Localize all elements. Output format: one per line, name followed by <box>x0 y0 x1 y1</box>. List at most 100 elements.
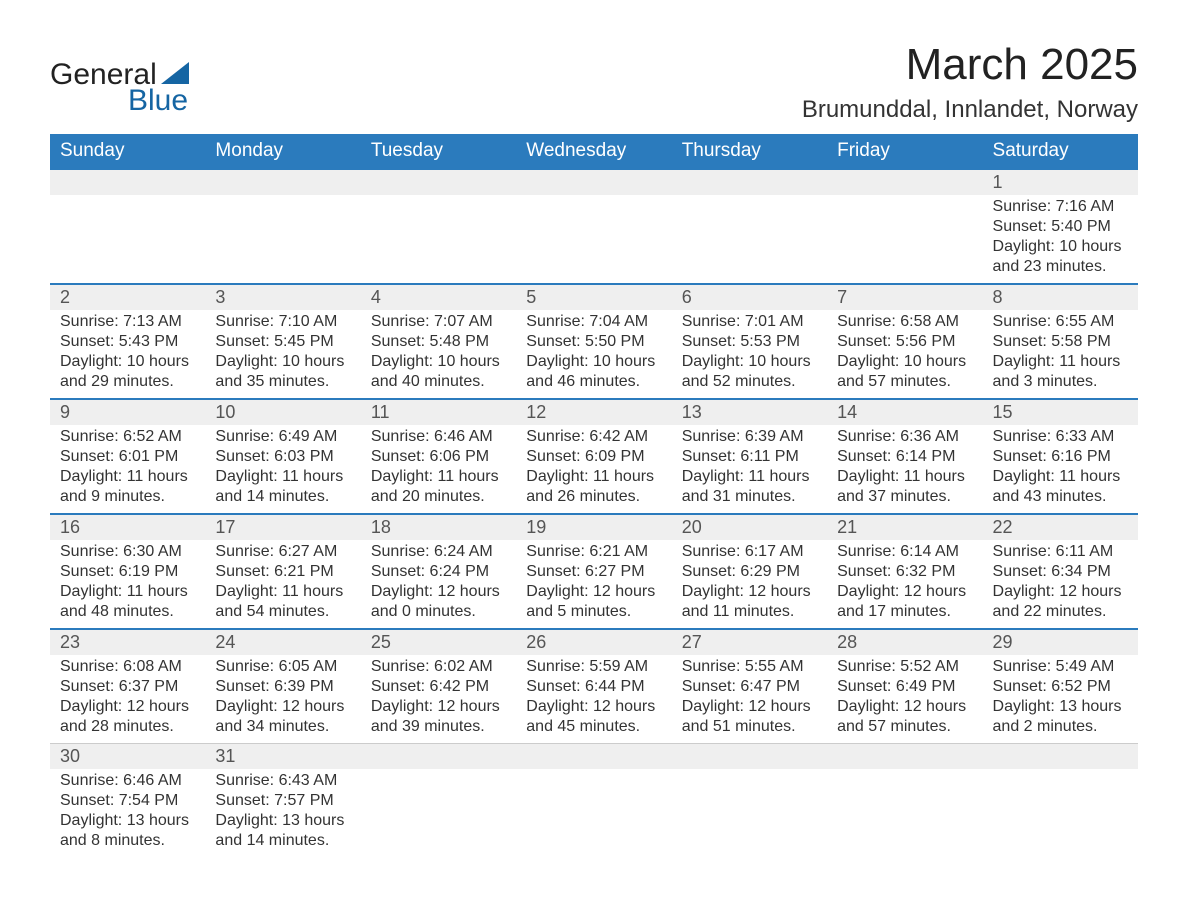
day-sunrise: Sunrise: 6:33 AM <box>993 427 1128 447</box>
day-sunrise: Sunrise: 6:43 AM <box>215 771 350 791</box>
day-details: Sunrise: 7:10 AMSunset: 5:45 PMDaylight:… <box>205 310 360 398</box>
day-sunrise: Sunrise: 7:13 AM <box>60 312 195 332</box>
day-number: 1 <box>983 170 1138 195</box>
day-details: Sunrise: 6:55 AMSunset: 5:58 PMDaylight:… <box>983 310 1138 398</box>
day-daylight1: Daylight: 11 hours <box>682 467 817 487</box>
day-sunrise: Sunrise: 6:30 AM <box>60 542 195 562</box>
day-sunset: Sunset: 6:29 PM <box>682 562 817 582</box>
day-number: 29 <box>983 630 1138 655</box>
day-daylight1: Daylight: 10 hours <box>526 352 661 372</box>
day-sunrise: Sunrise: 6:49 AM <box>215 427 350 447</box>
day-sunset: Sunset: 5:43 PM <box>60 332 195 352</box>
day-daylight1: Daylight: 12 hours <box>60 697 195 717</box>
day-daylight2: and 14 minutes. <box>215 831 350 851</box>
col-monday: Monday <box>205 134 360 169</box>
calendar-cell: 23Sunrise: 6:08 AMSunset: 6:37 PMDayligh… <box>50 629 205 744</box>
calendar-cell: 8Sunrise: 6:55 AMSunset: 5:58 PMDaylight… <box>983 284 1138 399</box>
day-number: 23 <box>50 630 205 655</box>
day-number <box>827 170 982 195</box>
day-sunset: Sunset: 6:34 PM <box>993 562 1128 582</box>
day-number: 10 <box>205 400 360 425</box>
day-daylight2: and 26 minutes. <box>526 487 661 507</box>
calendar-cell: 21Sunrise: 6:14 AMSunset: 6:32 PMDayligh… <box>827 514 982 629</box>
day-daylight1: Daylight: 10 hours <box>993 237 1128 257</box>
col-wednesday: Wednesday <box>516 134 671 169</box>
day-sunrise: Sunrise: 6:42 AM <box>526 427 661 447</box>
page-title: March 2025 <box>802 40 1138 90</box>
calendar-cell: 16Sunrise: 6:30 AMSunset: 6:19 PMDayligh… <box>50 514 205 629</box>
calendar-cell: 15Sunrise: 6:33 AMSunset: 6:16 PMDayligh… <box>983 399 1138 514</box>
day-sunset: Sunset: 5:50 PM <box>526 332 661 352</box>
calendar-cell: 11Sunrise: 6:46 AMSunset: 6:06 PMDayligh… <box>361 399 516 514</box>
calendar-cell: 31Sunrise: 6:43 AMSunset: 7:57 PMDayligh… <box>205 744 360 858</box>
day-daylight2: and 0 minutes. <box>371 602 506 622</box>
day-details: Sunrise: 7:04 AMSunset: 5:50 PMDaylight:… <box>516 310 671 398</box>
day-daylight1: Daylight: 12 hours <box>682 582 817 602</box>
calendar-cell: 27Sunrise: 5:55 AMSunset: 6:47 PMDayligh… <box>672 629 827 744</box>
day-number <box>50 170 205 195</box>
calendar-cell: 30Sunrise: 6:46 AMSunset: 7:54 PMDayligh… <box>50 744 205 858</box>
day-sunset: Sunset: 6:24 PM <box>371 562 506 582</box>
calendar-cell: 6Sunrise: 7:01 AMSunset: 5:53 PMDaylight… <box>672 284 827 399</box>
day-daylight1: Daylight: 12 hours <box>993 582 1128 602</box>
calendar-cell <box>672 169 827 284</box>
calendar-week-row: 16Sunrise: 6:30 AMSunset: 6:19 PMDayligh… <box>50 514 1138 629</box>
day-details <box>516 195 671 215</box>
day-details: Sunrise: 6:30 AMSunset: 6:19 PMDaylight:… <box>50 540 205 628</box>
day-number: 28 <box>827 630 982 655</box>
day-daylight2: and 46 minutes. <box>526 372 661 392</box>
day-details: Sunrise: 7:13 AMSunset: 5:43 PMDaylight:… <box>50 310 205 398</box>
calendar-cell <box>983 744 1138 858</box>
calendar-cell <box>361 169 516 284</box>
day-number: 13 <box>672 400 827 425</box>
day-sunset: Sunset: 6:42 PM <box>371 677 506 697</box>
day-sunset: Sunset: 5:40 PM <box>993 217 1128 237</box>
calendar-cell: 20Sunrise: 6:17 AMSunset: 6:29 PMDayligh… <box>672 514 827 629</box>
day-daylight1: Daylight: 13 hours <box>215 811 350 831</box>
calendar-cell: 22Sunrise: 6:11 AMSunset: 6:34 PMDayligh… <box>983 514 1138 629</box>
day-daylight1: Daylight: 12 hours <box>215 697 350 717</box>
day-details: Sunrise: 7:16 AMSunset: 5:40 PMDaylight:… <box>983 195 1138 283</box>
day-sunset: Sunset: 6:03 PM <box>215 447 350 467</box>
calendar-cell: 19Sunrise: 6:21 AMSunset: 6:27 PMDayligh… <box>516 514 671 629</box>
day-sunrise: Sunrise: 7:10 AM <box>215 312 350 332</box>
day-number: 20 <box>672 515 827 540</box>
day-sunrise: Sunrise: 6:05 AM <box>215 657 350 677</box>
day-number: 16 <box>50 515 205 540</box>
calendar-week-row: 2Sunrise: 7:13 AMSunset: 5:43 PMDaylight… <box>50 284 1138 399</box>
day-details <box>516 769 671 789</box>
day-details: Sunrise: 6:05 AMSunset: 6:39 PMDaylight:… <box>205 655 360 743</box>
calendar-cell: 1Sunrise: 7:16 AMSunset: 5:40 PMDaylight… <box>983 169 1138 284</box>
day-daylight2: and 51 minutes. <box>682 717 817 737</box>
day-daylight1: Daylight: 10 hours <box>837 352 972 372</box>
day-number: 12 <box>516 400 671 425</box>
day-daylight1: Daylight: 12 hours <box>526 582 661 602</box>
day-details: Sunrise: 7:01 AMSunset: 5:53 PMDaylight:… <box>672 310 827 398</box>
calendar-cell: 10Sunrise: 6:49 AMSunset: 6:03 PMDayligh… <box>205 399 360 514</box>
day-details <box>827 769 982 789</box>
calendar-cell: 13Sunrise: 6:39 AMSunset: 6:11 PMDayligh… <box>672 399 827 514</box>
day-daylight2: and 48 minutes. <box>60 602 195 622</box>
calendar-cell: 5Sunrise: 7:04 AMSunset: 5:50 PMDaylight… <box>516 284 671 399</box>
day-daylight1: Daylight: 11 hours <box>526 467 661 487</box>
day-daylight2: and 34 minutes. <box>215 717 350 737</box>
day-sunrise: Sunrise: 5:52 AM <box>837 657 972 677</box>
day-number: 19 <box>516 515 671 540</box>
day-details: Sunrise: 6:46 AMSunset: 7:54 PMDaylight:… <box>50 769 205 857</box>
calendar-table: Sunday Monday Tuesday Wednesday Thursday… <box>50 134 1138 857</box>
day-daylight1: Daylight: 10 hours <box>215 352 350 372</box>
day-daylight2: and 8 minutes. <box>60 831 195 851</box>
day-daylight2: and 14 minutes. <box>215 487 350 507</box>
day-sunset: Sunset: 6:27 PM <box>526 562 661 582</box>
day-number: 3 <box>205 285 360 310</box>
day-number: 15 <box>983 400 1138 425</box>
day-daylight2: and 9 minutes. <box>60 487 195 507</box>
day-details <box>983 769 1138 789</box>
day-sunrise: Sunrise: 5:49 AM <box>993 657 1128 677</box>
day-number: 14 <box>827 400 982 425</box>
calendar-cell <box>672 744 827 858</box>
calendar-cell: 29Sunrise: 5:49 AMSunset: 6:52 PMDayligh… <box>983 629 1138 744</box>
day-sunset: Sunset: 6:06 PM <box>371 447 506 467</box>
day-daylight2: and 57 minutes. <box>837 372 972 392</box>
day-details: Sunrise: 5:52 AMSunset: 6:49 PMDaylight:… <box>827 655 982 743</box>
